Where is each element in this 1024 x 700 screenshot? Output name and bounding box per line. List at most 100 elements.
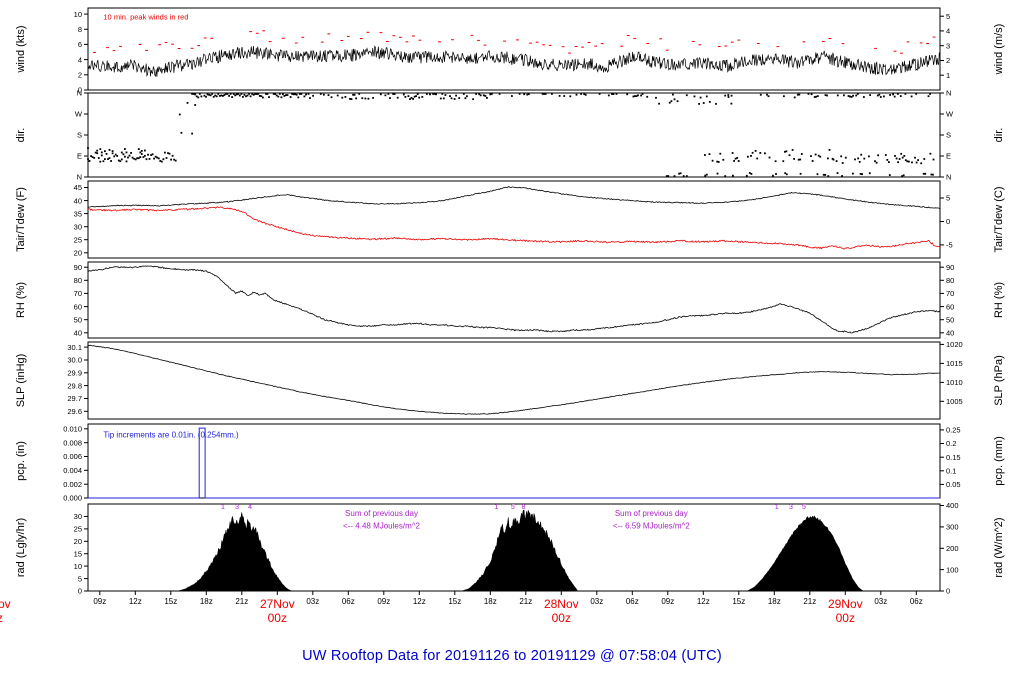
svg-text:3: 3 — [789, 504, 793, 511]
panel-slp: 29.6 29.7 29.8 29.9 30.0 30.1 1005 1010 1015 1020… — [15, 340, 1005, 420]
svg-text:S: S — [946, 131, 951, 140]
svg-text:50: 50 — [74, 315, 82, 324]
svg-text:E: E — [77, 152, 82, 161]
svg-text:90: 90 — [74, 263, 82, 272]
svg-text:pcp. (mm): pcp. (mm) — [993, 436, 1005, 486]
svg-text:1: 1 — [221, 504, 225, 511]
svg-text:18z: 18z — [484, 597, 497, 606]
svg-text:4: 4 — [946, 27, 950, 36]
svg-text:21z: 21z — [519, 597, 532, 606]
svg-text:06z: 06z — [626, 597, 639, 606]
svg-text:10: 10 — [74, 10, 82, 19]
svg-text:0.15: 0.15 — [946, 453, 961, 462]
svg-text:300: 300 — [946, 523, 959, 532]
svg-text:N: N — [77, 173, 82, 182]
svg-text:1015: 1015 — [946, 359, 963, 368]
svg-text:00z: 00z — [268, 611, 287, 625]
svg-text:40: 40 — [946, 329, 954, 338]
svg-text:8: 8 — [78, 25, 82, 34]
panel-temp: 20 25 30 35 40 45 -5 0 5 Tair/Tdew (F) Tair/Tdew (… — [15, 180, 1005, 259]
svg-text:wind (kts): wind (kts) — [15, 25, 27, 73]
svg-text:rad (Lgly/hr): rad (Lgly/hr) — [15, 518, 27, 577]
svg-text:6: 6 — [78, 40, 82, 49]
svg-text:Sum of previous day: Sum of previous day — [615, 509, 688, 518]
svg-text:rad (W/m^2): rad (W/m^2) — [993, 517, 1005, 577]
svg-text:15z: 15z — [448, 597, 461, 606]
svg-text:45: 45 — [74, 183, 82, 192]
svg-text:Sum of previous day: Sum of previous day — [345, 509, 418, 518]
svg-text:1: 1 — [494, 504, 498, 511]
svg-text:1010: 1010 — [946, 378, 963, 387]
svg-text:29.8: 29.8 — [67, 381, 82, 390]
svg-text:0: 0 — [78, 86, 82, 95]
svg-text:5: 5 — [946, 194, 950, 203]
svg-text:W: W — [75, 110, 83, 119]
svg-text:70: 70 — [74, 289, 82, 298]
svg-text:0.004: 0.004 — [63, 466, 82, 475]
svg-text:29.9: 29.9 — [67, 369, 82, 378]
svg-text:60: 60 — [946, 302, 954, 311]
svg-text:00z: 00z — [0, 611, 3, 625]
svg-text:29.7: 29.7 — [67, 394, 82, 403]
svg-text:1: 1 — [946, 71, 950, 80]
svg-text:40: 40 — [74, 196, 82, 205]
svg-text:21z: 21z — [235, 597, 248, 606]
svg-text:26Nov: 26Nov — [0, 597, 11, 611]
svg-text:09z: 09z — [661, 597, 674, 606]
svg-text:N: N — [77, 89, 82, 98]
svg-text:30: 30 — [74, 222, 82, 231]
svg-text:3: 3 — [946, 41, 950, 50]
svg-text:5: 5 — [946, 12, 950, 21]
svg-text:0.2: 0.2 — [946, 439, 956, 448]
svg-text:15: 15 — [74, 549, 82, 558]
svg-text:06z: 06z — [342, 597, 355, 606]
svg-text:wind (m/s): wind (m/s) — [993, 24, 1005, 76]
svg-text:5: 5 — [802, 504, 806, 511]
svg-text:80: 80 — [74, 276, 82, 285]
svg-text:W: W — [946, 110, 954, 119]
svg-text:0.1: 0.1 — [946, 467, 956, 476]
svg-text:E: E — [946, 152, 951, 161]
x-axis: 09z 12z 15z 18z 21z 03z 06z 09z 12z 15z 18z 21z 03z 0… — [0, 591, 923, 625]
svg-text:-5: -5 — [946, 241, 953, 250]
svg-text:80: 80 — [946, 276, 954, 285]
svg-text:1020: 1020 — [946, 340, 963, 349]
svg-text:25: 25 — [74, 525, 82, 534]
svg-text:12z: 12z — [697, 597, 710, 606]
svg-text:03z: 03z — [590, 597, 603, 606]
svg-text:15z: 15z — [164, 597, 177, 606]
svg-text:20: 20 — [74, 249, 82, 258]
svg-text:2: 2 — [78, 71, 82, 80]
svg-text:<-- 6.59 MJoules/m^2: <-- 6.59 MJoules/m^2 — [613, 521, 690, 530]
svg-text:Tair/Tdew (F): Tair/Tdew (F) — [15, 187, 27, 252]
svg-text:18z: 18z — [768, 597, 781, 606]
panel-rh: 40 50 60 70 80 90 40 50 60 70 80 90 RH (%) RH (%) — [15, 261, 1005, 339]
svg-text:SLP (hPa): SLP (hPa) — [993, 355, 1005, 406]
svg-text:09z: 09z — [93, 597, 106, 606]
svg-text:8: 8 — [522, 504, 526, 511]
svg-text:dir.: dir. — [993, 128, 1005, 143]
svg-text:30.1: 30.1 — [67, 343, 82, 352]
svg-text:60: 60 — [74, 302, 82, 311]
svg-text:03z: 03z — [306, 597, 319, 606]
svg-text:0.006: 0.006 — [63, 452, 82, 461]
svg-text:0: 0 — [946, 217, 950, 226]
svg-text:30.0: 30.0 — [67, 356, 82, 365]
svg-text:35: 35 — [74, 209, 82, 218]
svg-text:0.25: 0.25 — [946, 426, 961, 435]
svg-text:21z: 21z — [803, 597, 816, 606]
svg-text:50: 50 — [946, 315, 954, 324]
svg-text:3: 3 — [235, 504, 239, 511]
svg-text:12z: 12z — [129, 597, 142, 606]
svg-text:1: 1 — [775, 504, 779, 511]
svg-text:09z: 09z — [377, 597, 390, 606]
svg-text:dir.: dir. — [15, 128, 27, 143]
svg-text:12z: 12z — [413, 597, 426, 606]
svg-text:0.008: 0.008 — [63, 438, 82, 447]
svg-text:27Nov: 27Nov — [260, 597, 295, 611]
svg-text:Tip increments are 0.01in. (0.: Tip increments are 0.01in. (0.254mm.) — [103, 430, 239, 439]
svg-text:03z: 03z — [874, 597, 887, 606]
